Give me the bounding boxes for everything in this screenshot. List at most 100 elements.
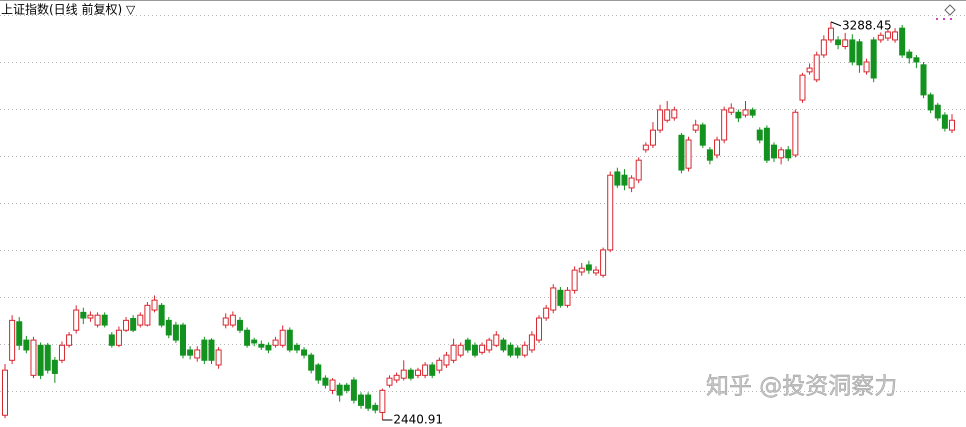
candle-body (51, 359, 58, 374)
candle-body (464, 339, 471, 351)
candle-body (785, 149, 792, 159)
candle-body (906, 51, 913, 59)
candle-body (236, 319, 243, 331)
candle-body (479, 344, 486, 353)
max-pointer (830, 21, 842, 27)
candle-body (564, 289, 571, 306)
candle-body (543, 307, 550, 319)
candle-body (350, 379, 357, 401)
candle-body (792, 111, 799, 156)
candle-body (108, 334, 115, 346)
candle-body (585, 264, 592, 271)
candle-body (607, 174, 614, 251)
candle-body (486, 339, 493, 351)
candle-body (571, 269, 578, 291)
candle-body (685, 139, 692, 169)
candle-body (429, 364, 436, 376)
candle-body (308, 354, 315, 371)
candle-body (23, 339, 30, 351)
candle-body (358, 394, 365, 406)
candle-body (934, 104, 941, 119)
candle-body (941, 114, 948, 129)
candle-body (365, 394, 372, 409)
candle-body (600, 249, 607, 276)
more-icon[interactable] (936, 18, 952, 20)
candle-body (343, 384, 350, 391)
candle-body (222, 317, 229, 326)
candle-body (379, 389, 386, 413)
candle-body (806, 67, 813, 73)
candle-body (215, 349, 222, 366)
candle-body (493, 334, 500, 346)
candle-body (721, 109, 728, 141)
candle-body (899, 27, 906, 56)
candle-body (87, 314, 94, 319)
candle-body (272, 339, 279, 346)
candle-body (756, 129, 763, 141)
candle-body (400, 369, 407, 379)
candle-body (58, 344, 65, 361)
candle-body (44, 344, 51, 371)
chart-title: 上证指数(日线 前复权) ▽ (1, 2, 136, 17)
candle-body (16, 321, 23, 346)
candle-body (436, 359, 443, 371)
candle-body (927, 94, 934, 111)
candle-body (671, 109, 678, 119)
candle-body (315, 364, 322, 381)
candle-body (813, 54, 820, 81)
candle-body (393, 374, 400, 381)
candle-body (94, 314, 101, 326)
candle-body (920, 64, 927, 96)
candle-body (9, 319, 16, 361)
candle-body (699, 124, 706, 146)
candle-body (820, 39, 827, 56)
candle-body (180, 324, 187, 356)
candle-body (251, 339, 258, 344)
candle-body (123, 319, 130, 331)
candle-body (749, 109, 756, 116)
candle-body (892, 31, 899, 41)
menu-icon[interactable] (944, 4, 956, 16)
candle-body (66, 334, 73, 346)
candle-body (835, 39, 842, 46)
candle-body (115, 329, 122, 346)
candle-body (443, 354, 450, 366)
candle-body (578, 267, 585, 273)
candle-body (201, 339, 208, 361)
candle-body (279, 329, 286, 346)
candle-body (763, 127, 770, 161)
candle-body (770, 144, 777, 159)
candle-body (799, 74, 806, 101)
candle-body (258, 343, 265, 348)
candle-body (706, 149, 713, 161)
candle-body (949, 119, 955, 131)
candle-body (151, 299, 158, 311)
candle-body (144, 304, 151, 326)
candle-body (372, 404, 379, 411)
candle-body (386, 377, 393, 386)
watermark: 知乎 @投资洞察力 (706, 374, 897, 400)
candle-body (30, 339, 37, 376)
candle-body (528, 334, 535, 351)
candle-body (208, 339, 215, 361)
candle-body (172, 324, 179, 341)
candle-body (657, 109, 664, 131)
candle-body (536, 317, 543, 341)
candle-body (471, 344, 478, 356)
candle-body (692, 124, 699, 131)
candle-body (301, 349, 308, 356)
candle-body (187, 349, 194, 356)
candle-body (735, 111, 742, 119)
candle-body (194, 349, 201, 359)
candle-body (137, 314, 144, 326)
candle-body (336, 384, 343, 396)
candle-body (778, 149, 785, 159)
candle-body (635, 159, 642, 181)
candle-body (422, 364, 429, 376)
candle-body (165, 319, 172, 336)
candle-body (286, 329, 293, 351)
candle-body (2, 369, 8, 416)
candle-body (649, 129, 656, 146)
candle-body (457, 344, 464, 356)
candle-body (550, 287, 557, 311)
